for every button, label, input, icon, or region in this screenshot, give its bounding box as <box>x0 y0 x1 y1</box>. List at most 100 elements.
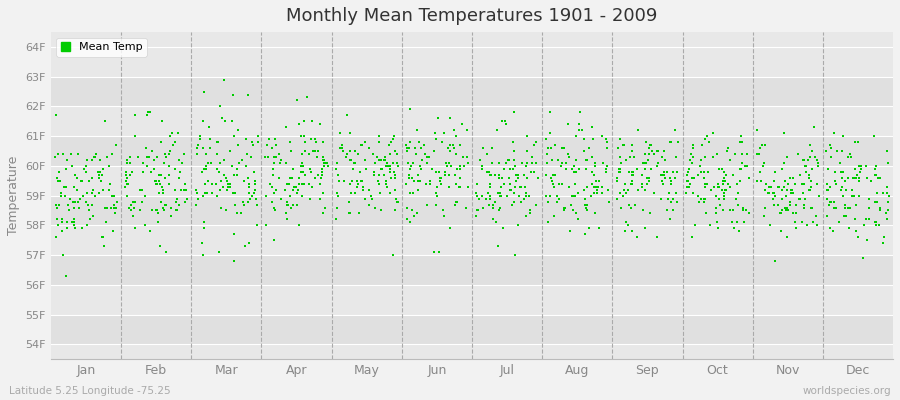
Point <box>149 180 164 187</box>
Point <box>338 154 353 160</box>
Point <box>521 192 535 199</box>
Point <box>566 192 580 199</box>
Point <box>440 163 454 169</box>
Point <box>681 169 696 175</box>
Point <box>282 180 296 187</box>
Point <box>588 160 602 166</box>
Point <box>198 166 212 172</box>
Point <box>716 192 731 199</box>
Point <box>80 222 94 228</box>
Point <box>541 219 555 226</box>
Point <box>731 201 745 208</box>
Point <box>54 190 68 196</box>
Point <box>621 201 635 208</box>
Point <box>376 172 391 178</box>
Point <box>500 192 514 199</box>
Point <box>546 180 561 187</box>
Point <box>841 174 855 181</box>
Point <box>437 213 452 220</box>
Point <box>491 243 505 249</box>
Point <box>527 169 542 175</box>
Point <box>788 201 803 208</box>
Point <box>335 145 349 151</box>
Point <box>613 169 627 175</box>
Point <box>386 160 400 166</box>
Point <box>525 160 539 166</box>
Point <box>627 201 642 208</box>
Bar <box>51 77 893 106</box>
Point <box>599 163 614 169</box>
Point <box>670 198 684 205</box>
Point <box>517 195 531 202</box>
Point <box>807 154 822 160</box>
Point <box>824 154 839 160</box>
Point <box>577 201 591 208</box>
Point <box>66 219 80 226</box>
Point <box>98 204 112 211</box>
Point <box>442 184 456 190</box>
Point <box>120 160 134 166</box>
Point <box>752 151 766 157</box>
Point <box>668 127 682 133</box>
Point <box>803 142 817 148</box>
Point <box>149 207 164 214</box>
Point <box>847 192 861 199</box>
Point <box>158 174 172 181</box>
Point <box>414 166 428 172</box>
Point <box>868 172 882 178</box>
Point <box>180 195 194 202</box>
Point <box>590 190 604 196</box>
Point <box>580 157 595 163</box>
Point <box>203 160 218 166</box>
Point <box>558 204 572 211</box>
Text: worldspecies.org: worldspecies.org <box>803 386 891 396</box>
Point <box>836 133 850 139</box>
Point <box>110 198 124 205</box>
Point <box>849 174 863 181</box>
Point <box>881 198 896 205</box>
Point <box>85 174 99 181</box>
Point <box>690 172 705 178</box>
Point <box>383 139 398 145</box>
Point <box>308 174 322 181</box>
Point <box>210 151 224 157</box>
Point <box>590 178 604 184</box>
Point <box>635 184 650 190</box>
Point <box>680 190 694 196</box>
Point <box>133 207 148 214</box>
Point <box>443 225 457 232</box>
Point <box>833 186 848 193</box>
Point <box>164 204 178 211</box>
Point <box>294 163 309 169</box>
Point <box>214 178 229 184</box>
Point <box>879 184 894 190</box>
Point <box>482 180 497 187</box>
Point <box>389 195 403 202</box>
Point <box>558 166 572 172</box>
Point <box>67 184 81 190</box>
Point <box>520 160 535 166</box>
Point <box>77 166 92 172</box>
Point <box>433 174 447 181</box>
Point <box>811 160 825 166</box>
Point <box>59 219 74 226</box>
Point <box>166 130 180 136</box>
Point <box>809 157 824 163</box>
Point <box>657 148 671 154</box>
Point <box>567 163 581 169</box>
Point <box>491 190 505 196</box>
Point <box>868 198 883 205</box>
Point <box>812 192 826 199</box>
Point <box>441 160 455 166</box>
Point <box>426 166 440 172</box>
Point <box>528 139 543 145</box>
Point <box>680 172 695 178</box>
Point <box>640 180 654 187</box>
Point <box>59 157 74 163</box>
Point <box>293 133 308 139</box>
Point <box>372 157 386 163</box>
Point <box>332 178 347 184</box>
Point <box>361 201 375 208</box>
Point <box>734 151 749 157</box>
Point <box>734 166 749 172</box>
